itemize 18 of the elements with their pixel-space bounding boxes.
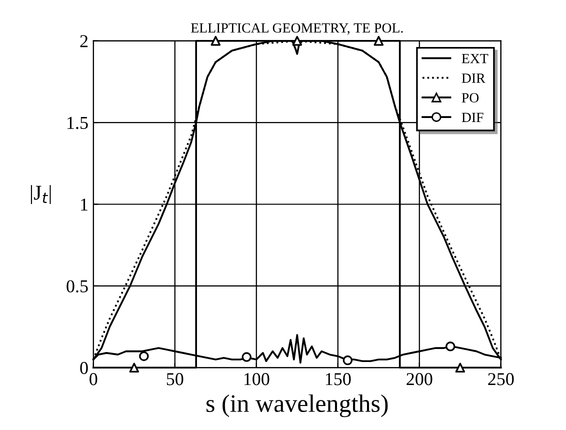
x-tick-label: 150: [326, 373, 351, 386]
chart-title: ELLIPTICAL GEOMETRY, TE POL.: [191, 23, 403, 35]
y-tick-label: 0.5: [66, 280, 88, 292]
x-tick-label: 200: [406, 373, 432, 386]
y-axis-title: |J$_{t}$|: [30, 185, 51, 204]
x-tick-label: 100: [244, 373, 270, 386]
y-tick-label: 0: [80, 362, 88, 374]
legend-label: PO: [462, 93, 479, 102]
y-tick-label: 2: [80, 35, 88, 48]
y-tick-label: 1: [81, 198, 88, 211]
x-axis-title: s (in wavelengths): [206, 394, 388, 418]
y-tick-label: 1.5: [68, 116, 88, 130]
legend-label: DIR: [462, 74, 486, 83]
x-tick-label: 0: [90, 373, 98, 386]
legend-label: DIF: [462, 112, 484, 122]
legend-label: EXT: [462, 54, 488, 64]
x-tick-label: 250: [488, 373, 514, 386]
x-tick-label: 50: [166, 373, 184, 386]
